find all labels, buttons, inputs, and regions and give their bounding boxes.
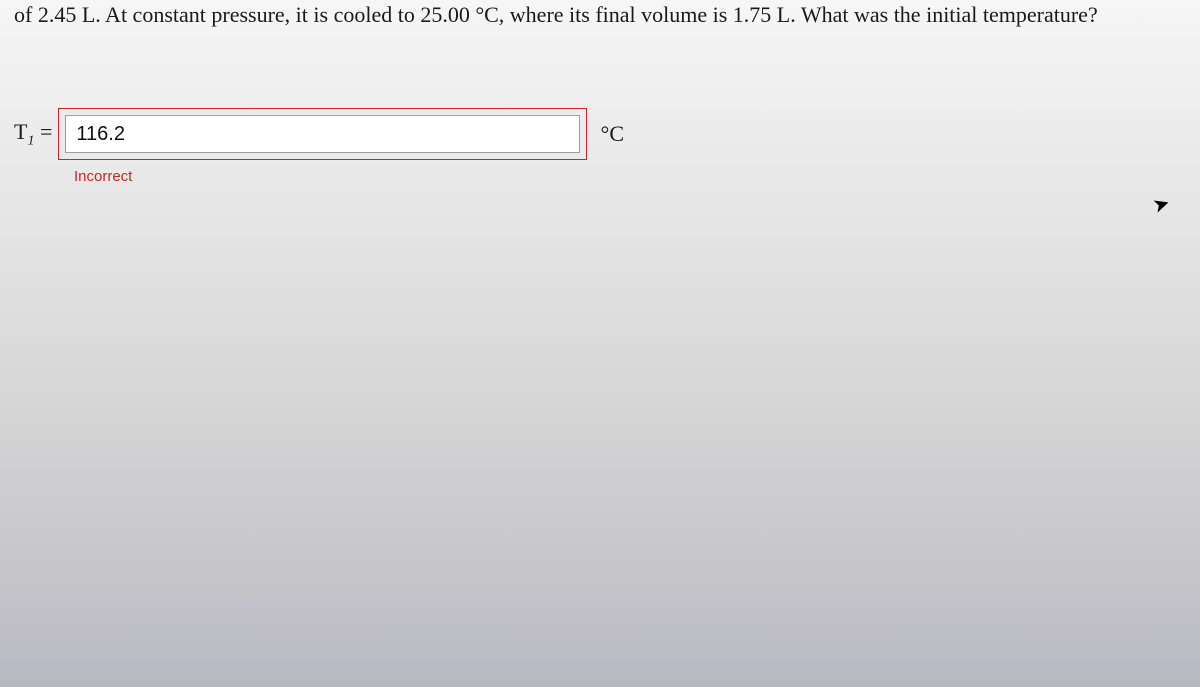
- variable-symbol: T: [14, 119, 27, 144]
- question-page: of 2.45 L. At constant pressure, it is c…: [0, 0, 1200, 687]
- answer-block: T1 = °C Incorrect: [14, 108, 624, 185]
- variable-subscript: 1: [27, 133, 34, 148]
- equals-sign: =: [40, 119, 52, 144]
- unit-label: °C: [601, 121, 624, 147]
- question-text: of 2.45 L. At constant pressure, it is c…: [10, 0, 1190, 38]
- mouse-cursor-icon: ➤: [1150, 190, 1174, 219]
- answer-input-wrap: [58, 108, 586, 160]
- answer-row: T1 = °C: [14, 108, 624, 160]
- feedback-status: Incorrect: [74, 168, 624, 185]
- variable-label: T1 =: [14, 119, 52, 149]
- answer-input[interactable]: [65, 115, 579, 153]
